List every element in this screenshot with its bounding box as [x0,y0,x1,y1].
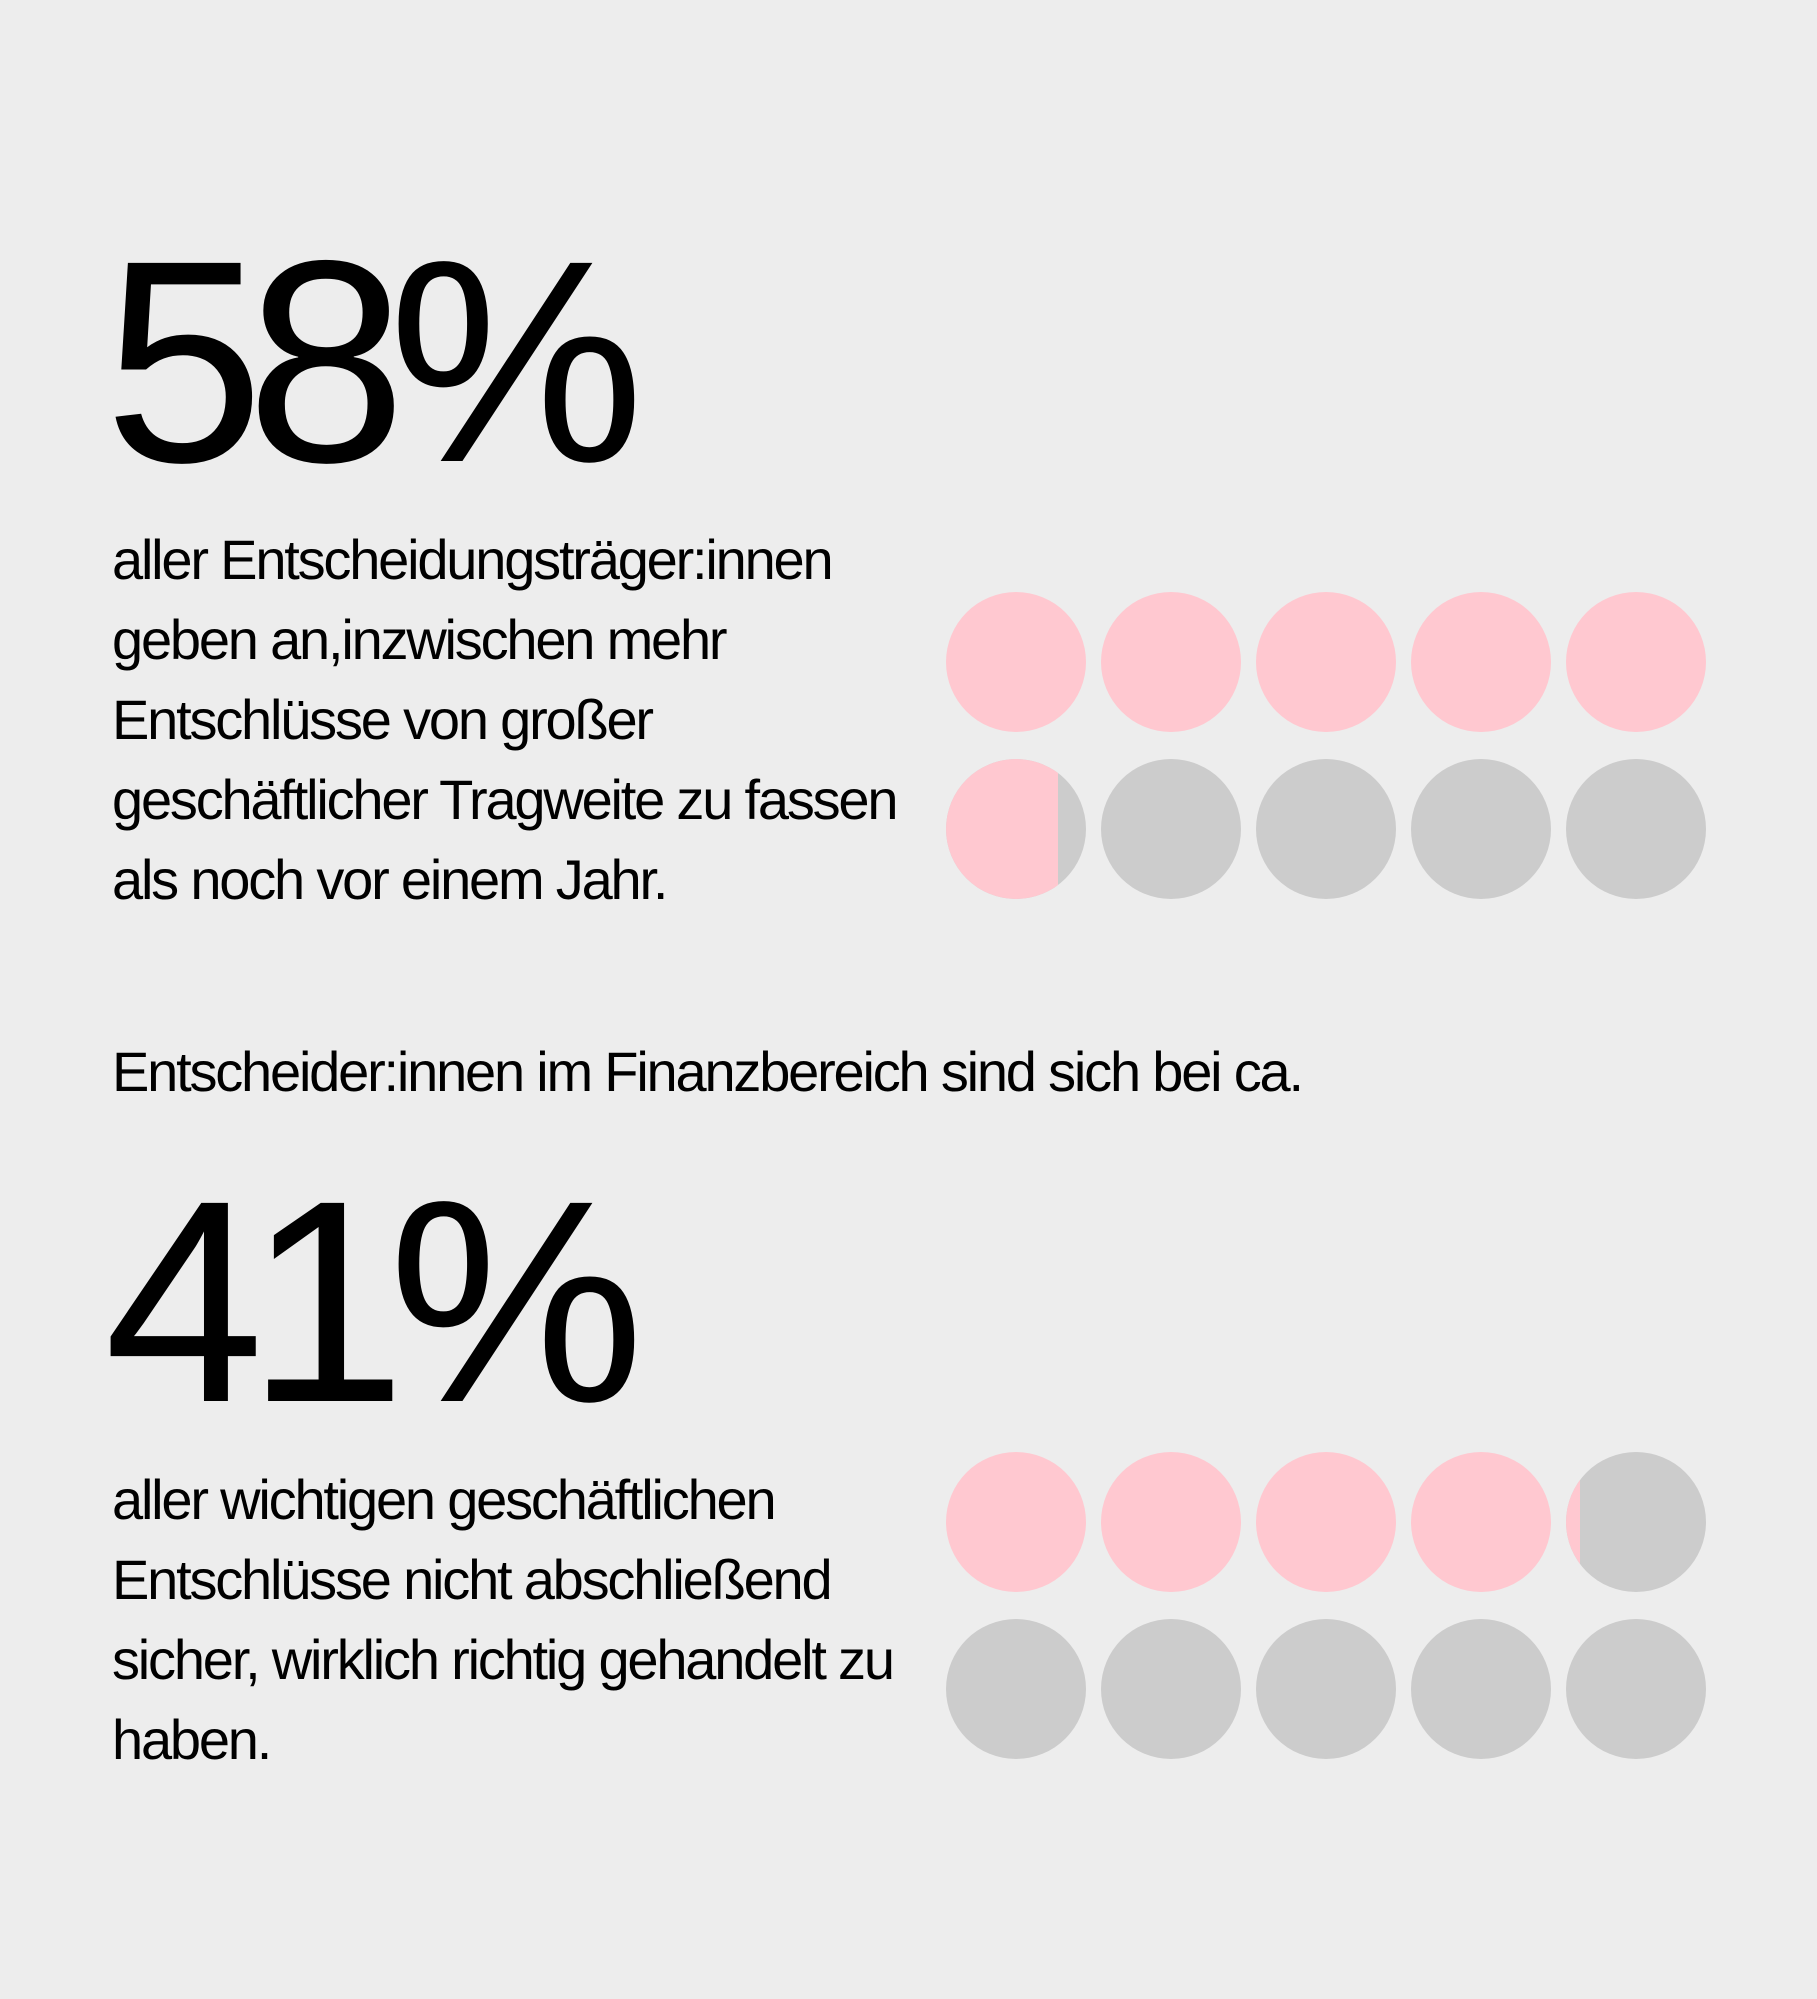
dot-filled [1566,592,1706,732]
dot-7 [1101,1619,1241,1759]
dot-empty [1566,1452,1706,1592]
dot-filled [1101,592,1241,732]
dot-partial-fill [946,759,1058,899]
dot-9 [1411,759,1551,899]
dot-8 [1256,759,1396,899]
dot-3 [1256,592,1396,732]
stat-1-percentage: 58% [104,201,644,523]
dot-7 [1101,759,1241,899]
intro-line: Entscheider:innen im Finanzbereich sind … [112,1040,1304,1103]
dot-filled [1256,1452,1396,1592]
dot-2 [1101,1452,1241,1592]
dot-empty [1411,1619,1551,1759]
dot-empty [1566,759,1706,899]
dot-3 [1256,1452,1396,1592]
dot-2 [1101,592,1241,732]
dot-4 [1411,592,1551,732]
dot-filled [946,592,1086,732]
dot-empty [1411,759,1551,899]
dot-empty [1101,1619,1241,1759]
dot-9 [1411,1619,1551,1759]
stat-2-description: aller wichtigen geschäftlichen Entschlüs… [112,1468,895,1771]
dot-10 [1566,1619,1706,1759]
dot-partial-fill [1566,1480,1580,1564]
dot-1 [946,592,1086,732]
dot-chart-1 [946,592,1706,899]
dot-6 [946,759,1086,899]
dot-empty [1256,759,1396,899]
dot-5 [1566,592,1706,732]
dot-filled [946,1452,1086,1592]
dot-filled [1256,592,1396,732]
dot-8 [1256,1619,1396,1759]
dot-empty [1566,1619,1706,1759]
dot-6 [946,1619,1086,1759]
dot-4 [1411,1452,1551,1592]
dot-filled [1101,1452,1241,1592]
dot-10 [1566,759,1706,899]
dot-filled [1411,592,1551,732]
dot-filled [1411,1452,1551,1592]
dot-empty [1101,759,1241,899]
dot-1 [946,1452,1086,1592]
dot-empty [946,1619,1086,1759]
dot-chart-2 [946,1452,1706,1759]
stat-1-description: aller Entscheidungsträger:innen geben an… [112,528,899,911]
dot-5 [1566,1452,1706,1592]
stat-2-percentage: 41% [104,1141,644,1463]
dot-empty [1256,1619,1396,1759]
